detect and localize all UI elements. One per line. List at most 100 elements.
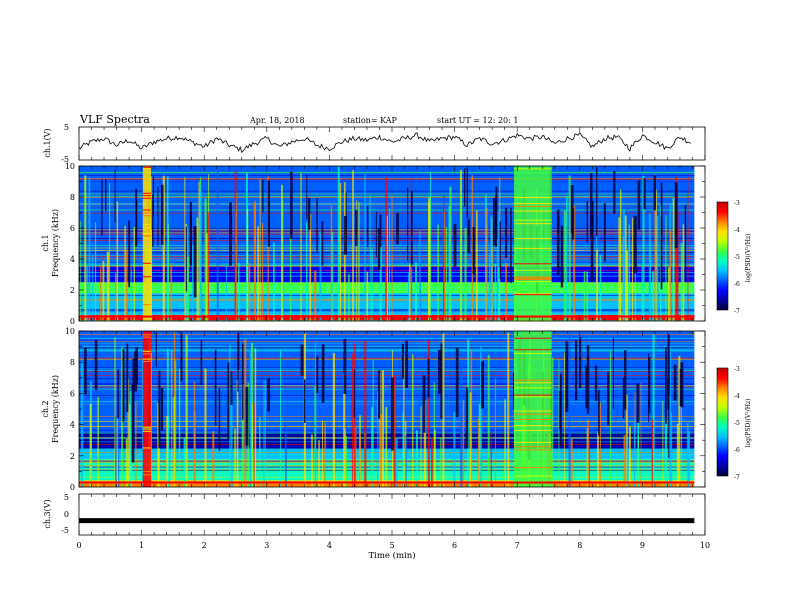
spectrogram-streak bbox=[337, 166, 340, 321]
spectrogram-streak bbox=[586, 428, 588, 487]
spectrogram-event-line bbox=[514, 467, 552, 469]
spectrogram-gap bbox=[673, 364, 677, 401]
spectrogram-streak bbox=[642, 175, 645, 321]
spectrogram-streak bbox=[330, 205, 333, 321]
spectrogram-streak bbox=[386, 215, 388, 321]
spectrogram-event-line bbox=[142, 197, 151, 199]
spectrogram-gap bbox=[161, 184, 164, 245]
spectrogram-streak bbox=[212, 430, 215, 487]
frequency-ticklabel: 8 bbox=[70, 358, 75, 367]
spectrogram-gap bbox=[367, 206, 369, 247]
spectrogram-event-line bbox=[514, 168, 552, 170]
ch1-colorbar-gradient bbox=[716, 201, 729, 311]
time-ticklabel: 9 bbox=[640, 541, 645, 550]
spectrogram-streak bbox=[678, 355, 681, 487]
spectrogram-streak bbox=[226, 266, 228, 321]
spectrogram-event-line bbox=[142, 447, 151, 449]
spectrogram-streak bbox=[125, 249, 128, 321]
spectrogram-gap bbox=[180, 332, 183, 382]
ch1-colorbar-tick-neg6: -6 bbox=[734, 281, 740, 288]
spectrogram-streak bbox=[94, 222, 97, 321]
spectrogram-streak bbox=[672, 265, 674, 321]
spectrogram-gap bbox=[592, 201, 594, 240]
spectrogram-streak bbox=[318, 440, 320, 487]
spectrogram-event-line bbox=[514, 280, 552, 282]
spectrogram-streak bbox=[331, 231, 334, 321]
spectrogram-gap bbox=[378, 370, 381, 419]
spectrogram-event-line bbox=[142, 428, 151, 430]
spectrogram-hline bbox=[79, 175, 695, 176]
header-station: station= KAP bbox=[343, 116, 398, 125]
spectrogram-streak bbox=[480, 357, 482, 487]
spectrogram-gap bbox=[128, 220, 131, 288]
spectrogram-streak bbox=[587, 419, 590, 487]
spectrogram-gap bbox=[633, 215, 637, 274]
time-ticklabel: 6 bbox=[452, 541, 457, 550]
spectrogram-streak bbox=[241, 383, 244, 487]
spectrogram-streak bbox=[184, 262, 187, 321]
spectrogram-gap bbox=[300, 344, 304, 376]
spectrogram-gap bbox=[660, 182, 663, 250]
spectrogram-gap bbox=[667, 378, 670, 410]
spectrogram-gap bbox=[653, 175, 657, 211]
spectrogram-event-line bbox=[514, 205, 552, 207]
spectrogram-streak bbox=[460, 195, 463, 321]
spectrogram-gap bbox=[303, 379, 306, 423]
spectrogram-streak bbox=[259, 178, 261, 321]
spectrogram-streak bbox=[380, 414, 382, 487]
spectrogram-streak bbox=[391, 195, 393, 321]
spectrogram-streak bbox=[655, 189, 657, 321]
spectrogram-event-line bbox=[514, 449, 552, 451]
spectrogram-streak bbox=[393, 374, 396, 487]
spectrogram-streak bbox=[244, 339, 247, 487]
spectrogram-streak bbox=[314, 342, 316, 487]
spectrogram-streak bbox=[168, 416, 170, 487]
spectrogram-streak bbox=[411, 268, 413, 321]
spectrogram-streak bbox=[106, 251, 110, 321]
spectrogram-event-line bbox=[514, 396, 552, 398]
spectrogram-hline bbox=[79, 385, 695, 387]
ch1-colorbar-tick-neg5: -5 bbox=[734, 254, 740, 261]
spectrogram-hline bbox=[79, 369, 695, 371]
spectrogram-gap bbox=[453, 223, 457, 267]
spectrogram-event-line bbox=[142, 249, 151, 251]
frequency-ticklabel: 2 bbox=[70, 452, 75, 461]
spectrogram-event-line bbox=[142, 450, 151, 452]
spectrogram-gap bbox=[390, 377, 394, 451]
spectrogram-gap bbox=[152, 176, 155, 217]
spectrogram-gap bbox=[185, 226, 187, 292]
spectrogram-streak bbox=[135, 401, 137, 487]
spectrogram-streak bbox=[405, 435, 407, 487]
time-ticklabel: 3 bbox=[264, 541, 269, 550]
spectrogram-gap bbox=[218, 387, 221, 451]
spectrogram-event-line bbox=[514, 294, 552, 296]
spectrogram-streak bbox=[216, 169, 219, 321]
spectrogram-streak bbox=[402, 411, 404, 487]
spectrogram-gap bbox=[598, 389, 600, 436]
spectrogram-event-line bbox=[142, 232, 151, 234]
spectrogram-streak bbox=[586, 271, 589, 321]
frequency-ticklabel: 10 bbox=[65, 327, 75, 336]
spectrogram-gap bbox=[131, 384, 135, 463]
spectrogram-streak bbox=[623, 434, 626, 487]
spectrogram-streak bbox=[667, 267, 670, 321]
spectrogram-event-line bbox=[514, 293, 552, 295]
spectrogram-streak bbox=[162, 175, 165, 321]
spectrogram-event-line bbox=[142, 304, 151, 306]
spectrogram-streak bbox=[419, 230, 421, 321]
time-ticklabel: 2 bbox=[202, 541, 207, 550]
spectrogram-event-line bbox=[514, 337, 552, 339]
spectrogram-gap bbox=[438, 349, 441, 394]
spectrogram-streak bbox=[379, 373, 381, 487]
spectrogram-streak bbox=[314, 270, 317, 321]
spectrogram-streak bbox=[420, 406, 422, 487]
spectrogram-gap bbox=[355, 209, 358, 247]
spectrogram-streak bbox=[100, 266, 102, 321]
spectrogram-streak bbox=[633, 419, 635, 487]
spectrogram-gap bbox=[556, 209, 560, 276]
spectrogram-streak bbox=[366, 271, 369, 321]
spectrogram-streak bbox=[114, 273, 117, 321]
spectrogram-event-line bbox=[514, 247, 552, 249]
spectrogram-streak bbox=[230, 374, 233, 487]
spectrogram-gap bbox=[101, 179, 103, 236]
